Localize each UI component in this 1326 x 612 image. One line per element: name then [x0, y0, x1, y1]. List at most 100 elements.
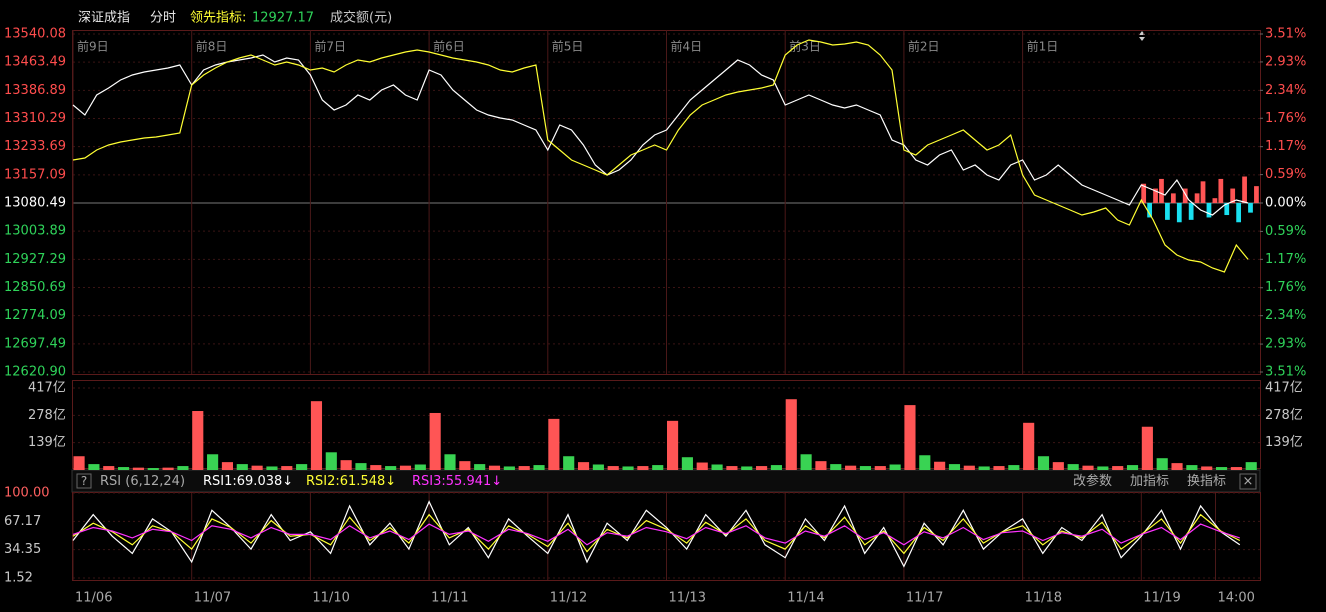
volume-bar	[325, 452, 337, 470]
y-tick-label: 13157.09	[4, 167, 66, 182]
control-button[interactable]: 改参数	[1073, 473, 1112, 489]
volume-bar	[221, 462, 234, 470]
series-line	[72, 500, 1241, 568]
y-tick-label: 12697.49	[4, 336, 66, 351]
y-tick-label: 12927.29	[4, 252, 66, 267]
volume-bar	[800, 454, 812, 470]
y2-tick-label: 139亿	[1265, 435, 1303, 450]
mode-label[interactable]: 分时	[150, 11, 176, 26]
volume-bar	[1008, 465, 1020, 470]
volume-bar	[533, 465, 545, 470]
series-line	[72, 513, 1241, 555]
x-tick-label: 11/19	[1143, 591, 1180, 606]
x-tick-label: 14:00	[1217, 591, 1254, 606]
day-label: 前2日	[908, 39, 940, 54]
y2-tick-label: 1.17%	[1265, 139, 1306, 154]
y-tick-label: 12774.09	[4, 308, 66, 323]
volume-bar	[696, 462, 708, 470]
volume-bar	[1112, 466, 1124, 470]
volume-bar	[978, 466, 990, 470]
volume-bar	[919, 455, 931, 470]
y-tick-label: 13233.69	[4, 139, 66, 154]
volume-bar	[1082, 465, 1094, 470]
y2-tick-label: 2.93%	[1265, 337, 1306, 352]
volume-bar	[711, 464, 723, 470]
legend-entry: RSI3:55.941↓	[412, 474, 502, 489]
volume-bar	[667, 420, 679, 470]
x-tick-label: 11/17	[906, 591, 943, 606]
y-tick-label: 139亿	[28, 435, 66, 450]
volume-bar	[429, 412, 441, 470]
y-tick-label: 1.52	[4, 571, 33, 586]
x-tick-label: 11/07	[194, 591, 231, 606]
day-label: 前6日	[433, 39, 465, 54]
volume-bar	[147, 468, 159, 470]
y2-tick-label: 2.34%	[1265, 83, 1306, 98]
volume-bar	[830, 464, 842, 470]
volume-bar	[207, 454, 219, 470]
day-label: 前3日	[789, 39, 821, 54]
strength-bar	[1254, 186, 1259, 203]
volume-bar	[770, 465, 782, 470]
volume-bar	[444, 454, 456, 470]
volume-bar	[474, 464, 486, 470]
series-line	[72, 523, 1240, 546]
strength-bar	[1147, 203, 1152, 218]
volume-bar	[681, 457, 693, 470]
y-tick-label: 67.17	[4, 514, 41, 529]
volume-bar	[741, 466, 753, 470]
y-tick-label: 13463.49	[4, 55, 66, 70]
series-line	[72, 54, 1249, 216]
strength-bar	[1242, 176, 1247, 203]
volume-bar	[889, 464, 901, 470]
day-label: 前9日	[77, 39, 109, 54]
indicator-value: 12927.17	[252, 11, 314, 26]
y-tick-label: 12620.90	[4, 365, 66, 380]
y2-tick-label: 3.51%	[1265, 27, 1306, 42]
volume-bar	[548, 418, 560, 470]
volume-bar	[1141, 426, 1153, 470]
x-tick-label: 11/06	[75, 591, 112, 606]
volume-bar	[1126, 465, 1139, 470]
strength-bar	[1194, 193, 1200, 203]
volume-bar	[88, 464, 100, 470]
indicator-label: 领先指标:	[190, 11, 246, 26]
volume-bar	[355, 463, 367, 470]
volume-bar	[785, 399, 797, 470]
strength-bar	[1176, 203, 1182, 223]
y-tick-label: 34.35	[4, 542, 41, 557]
strength-bar	[1182, 188, 1188, 203]
volume-bar	[963, 465, 975, 470]
y-tick-label: 417亿	[28, 381, 66, 396]
volume-bar	[1052, 462, 1064, 470]
help-button[interactable]: ?	[81, 474, 87, 488]
day-label: 前7日	[314, 39, 346, 54]
y2-tick-label: 1.76%	[1265, 280, 1306, 295]
volume-bar	[459, 461, 471, 470]
strength-bar	[1218, 178, 1224, 203]
volume-bar	[845, 465, 857, 470]
volume-bar	[340, 460, 352, 470]
control-button[interactable]: 换指标	[1187, 474, 1226, 489]
volume-bar	[488, 465, 501, 470]
x-tick-label: 11/14	[787, 591, 824, 606]
volume-bar	[281, 466, 293, 470]
strength-bar	[1141, 183, 1147, 203]
volume-bar	[162, 467, 174, 470]
volume-bar	[1037, 456, 1050, 470]
series-line	[72, 39, 1249, 273]
strength-bar	[1212, 198, 1218, 203]
y-tick-label: 13386.89	[4, 83, 66, 98]
y2-tick-label: 1.76%	[1265, 111, 1306, 126]
y2-tick-label: 0.59%	[1265, 167, 1306, 182]
close-box[interactable]	[1239, 473, 1257, 490]
volume-bar	[1215, 467, 1228, 470]
close-button[interactable]: ×	[1243, 474, 1254, 489]
control-button[interactable]: 加指标	[1130, 474, 1169, 489]
day-label: 前4日	[671, 39, 703, 54]
help-box[interactable]	[76, 473, 92, 489]
legend-entry: RSI1:69.038↓	[203, 474, 293, 489]
